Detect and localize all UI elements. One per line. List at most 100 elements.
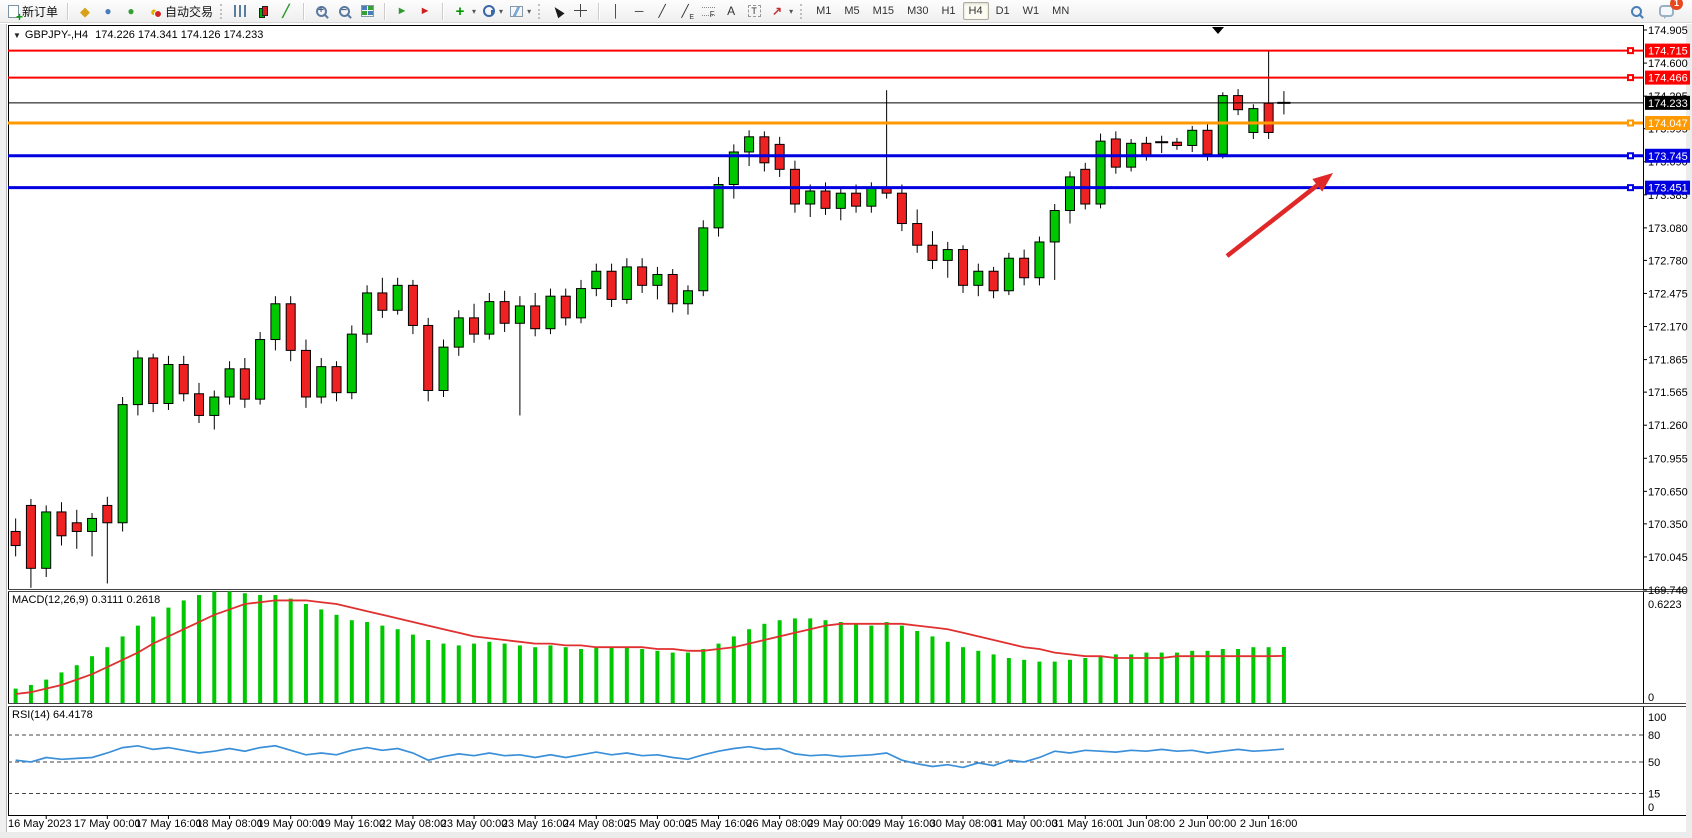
- tile-windows-button[interactable]: [357, 1, 377, 21]
- cursor-icon: [550, 3, 566, 19]
- search-button[interactable]: [1626, 1, 1646, 21]
- bear-candle: [637, 266, 648, 286]
- timeframe-button-D1[interactable]: D1: [995, 5, 1010, 17]
- new-order-button[interactable]: 新订单: [6, 1, 60, 23]
- chat-bubble-icon: [1658, 5, 1674, 19]
- brush-icon: [77, 3, 93, 19]
- styles-button[interactable]: [75, 1, 95, 21]
- line-chart-button[interactable]: [276, 1, 296, 21]
- chevron-down-icon: [499, 7, 503, 16]
- axis-price-label: 174.715: [1645, 43, 1690, 58]
- bull-candle: [682, 290, 693, 305]
- news-button[interactable]: [121, 1, 141, 21]
- rsi-line: [15, 744, 1284, 769]
- timeframe-button-W1[interactable]: W1: [1022, 5, 1040, 17]
- timeframe-button-M30[interactable]: M30: [907, 5, 929, 17]
- candles-layer: [10, 50, 1291, 588]
- cursor-tool-button[interactable]: [548, 1, 568, 21]
- trendline-tool-button[interactable]: [652, 1, 672, 21]
- bear-candle: [958, 249, 969, 286]
- text-label-tool-button[interactable]: [744, 1, 764, 21]
- svg-text:1 Jun 08:00: 1 Jun 08:00: [1118, 818, 1176, 830]
- axis-price-label: 173.745: [1645, 148, 1690, 163]
- bear-candle: [1263, 102, 1274, 133]
- bull-candle: [1034, 241, 1045, 279]
- chart-shift-marker[interactable]: [1212, 27, 1224, 34]
- chevron-down-icon: [472, 7, 476, 16]
- svg-text:19 May 16:00: 19 May 16:00: [318, 818, 385, 830]
- new-order-icon: [8, 4, 23, 23]
- zoom-out-button[interactable]: −: [334, 1, 354, 21]
- svg-text:2 Jun 00:00: 2 Jun 00:00: [1179, 818, 1237, 830]
- bear-candle: [1110, 138, 1121, 168]
- bull-candle: [942, 249, 953, 261]
- price-axis: 174.905174.600174.295173.995173.690173.3…: [1643, 25, 1688, 597]
- svg-text:23 May 00:00: 23 May 00:00: [441, 818, 508, 830]
- timeframe-button-M1[interactable]: M1: [816, 5, 832, 17]
- svg-text:173.745: 173.745: [1648, 151, 1688, 163]
- svg-text:0: 0: [1648, 692, 1654, 704]
- indicators-icon: [452, 3, 468, 19]
- svg-text:171.865: 171.865: [1648, 355, 1688, 367]
- svg-text:29 May 16:00: 29 May 16:00: [869, 818, 936, 830]
- svg-text:174.715: 174.715: [1648, 46, 1688, 58]
- bear-candle: [377, 292, 388, 311]
- bar-chart-button[interactable]: [230, 1, 250, 21]
- bull-candle: [453, 317, 464, 348]
- auto-scroll-button[interactable]: [392, 1, 412, 21]
- vertical-line-tool-button[interactable]: [606, 1, 626, 21]
- crosshair-tool-button[interactable]: [571, 1, 591, 21]
- fibonacci-tool-button[interactable]: [698, 1, 718, 21]
- svg-text:25 May 16:00: 25 May 16:00: [685, 818, 752, 830]
- bear-candle: [469, 317, 480, 335]
- bull-candle: [514, 305, 525, 324]
- trend-arrow[interactable]: [1225, 173, 1333, 258]
- svg-text:170.650: 170.650: [1648, 486, 1688, 498]
- auto-trading-label: 自动交易: [165, 4, 214, 19]
- bull-candle: [576, 288, 587, 319]
- svg-text:17 May 16:00: 17 May 16:00: [135, 818, 202, 830]
- candlestick-chart-button[interactable]: [253, 1, 273, 21]
- market-watch-button[interactable]: [98, 1, 118, 21]
- templates-button[interactable]: [508, 1, 533, 21]
- svg-text:0.6223: 0.6223: [1648, 599, 1682, 611]
- channel-tool-button[interactable]: [675, 1, 695, 21]
- svg-text:30 May 08:00: 30 May 08:00: [930, 818, 997, 830]
- timeframe-button-M15[interactable]: M15: [872, 5, 895, 17]
- horizontal-line-tool-button[interactable]: [629, 1, 649, 21]
- tile-windows-icon: [360, 5, 374, 17]
- timeframe-button-H4[interactable]: H4: [962, 2, 989, 20]
- bull-candle: [224, 368, 235, 398]
- equidistant-channel-icon: [677, 3, 694, 21]
- auto-trading-button[interactable]: 自动交易: [144, 1, 215, 21]
- toolbar-grip: [800, 3, 803, 19]
- bull-candle: [438, 346, 449, 392]
- line-chart-icon: [278, 3, 294, 19]
- text-tool-button[interactable]: [721, 1, 741, 21]
- arrows-tool-button[interactable]: [767, 1, 795, 21]
- bear-candle: [988, 270, 999, 292]
- periods-button[interactable]: [481, 1, 505, 21]
- svg-text:174.047: 174.047: [1648, 118, 1688, 130]
- bull-candle: [591, 270, 602, 290]
- timeframe-button-H1[interactable]: H1: [941, 5, 956, 17]
- svg-text:25 May 00:00: 25 May 00:00: [624, 818, 691, 830]
- fibonacci-icon: [701, 6, 715, 19]
- indicators-button[interactable]: [450, 1, 478, 21]
- auto-trading-icon: [146, 3, 163, 19]
- zoom-in-button[interactable]: +: [311, 1, 331, 21]
- chart-shift-button[interactable]: [415, 1, 435, 21]
- bull-candle: [835, 192, 846, 209]
- timeframe-button-M5[interactable]: M5: [844, 5, 860, 17]
- horizontal-lines-layer[interactable]: [8, 47, 1643, 192]
- timeframe-button-MN[interactable]: MN: [1052, 5, 1070, 17]
- bull-candle: [973, 270, 984, 286]
- horizontal-line-icon: [631, 3, 647, 19]
- notifications-button[interactable]: 1: [1656, 0, 1683, 21]
- svg-text:15: 15: [1648, 789, 1660, 801]
- bull-candle: [132, 357, 143, 406]
- svg-text:19 May 00:00: 19 May 00:00: [257, 818, 324, 830]
- svg-text:80: 80: [1648, 730, 1660, 742]
